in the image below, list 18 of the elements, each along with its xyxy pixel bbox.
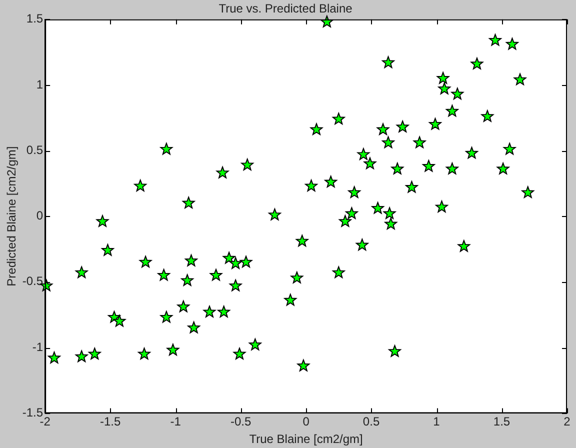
y-tick-label: 1.5 bbox=[26, 12, 44, 26]
chart-title: True vs. Predicted Blaine bbox=[218, 2, 353, 16]
y-tick-label: 0.5 bbox=[26, 142, 44, 157]
x-tick-label: -1 bbox=[170, 414, 182, 429]
x-tick-label: 0 bbox=[302, 414, 310, 429]
x-tick-label: 1 bbox=[433, 414, 440, 429]
x-tick-label: -0.5 bbox=[230, 414, 252, 429]
y-tick-label: 1 bbox=[36, 77, 44, 92]
x-tick-label: -1.5 bbox=[100, 414, 121, 429]
x-tick-label: 1.5 bbox=[493, 414, 510, 429]
x-tick-label: 0.5 bbox=[362, 414, 380, 429]
x-tick-label: 2 bbox=[564, 414, 571, 429]
y-tick-label: 0 bbox=[36, 208, 44, 223]
y-tick-label: -1 bbox=[32, 340, 44, 354]
y-tick-label: -0.5 bbox=[22, 274, 44, 288]
x-axis-title: True Blaine [cm2/gm] bbox=[249, 432, 363, 446]
y-axis-title: Predicted Blaine [cm2/gm] bbox=[4, 146, 19, 286]
y-tick-label: -1.5 bbox=[22, 406, 44, 420]
